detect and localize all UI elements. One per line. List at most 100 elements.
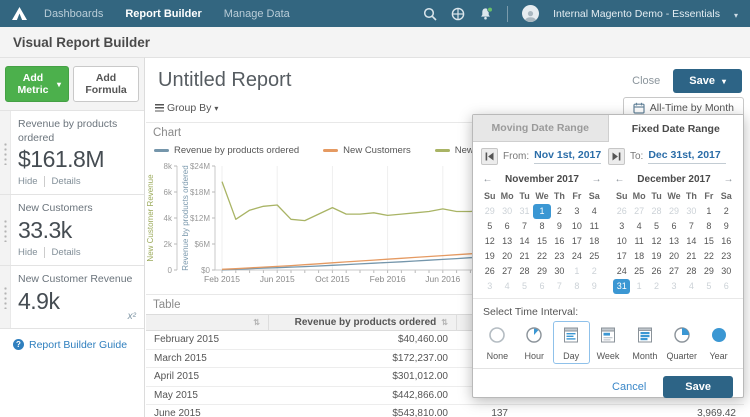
- metric-action-details[interactable]: Details: [43, 246, 81, 258]
- report-builder-guide-link[interactable]: Report Builder Guide: [29, 338, 128, 351]
- calendar-day-muted[interactable]: 27: [634, 206, 645, 216]
- calendar-day[interactable]: 19: [484, 251, 495, 261]
- calendar-day[interactable]: 7: [522, 221, 528, 231]
- calendar-day[interactable]: 10: [571, 221, 582, 231]
- interval-option-none[interactable]: None: [479, 321, 516, 364]
- calendar-day[interactable]: 25: [634, 266, 645, 276]
- calendar-day[interactable]: 3: [619, 221, 625, 231]
- calendar-day-muted[interactable]: 31: [519, 206, 530, 216]
- calendar-day[interactable]: 14: [686, 236, 697, 246]
- calendar-day[interactable]: 22: [536, 251, 547, 261]
- metric-action-details[interactable]: Details: [43, 176, 81, 188]
- calendar-day[interactable]: 8: [539, 221, 545, 231]
- calendar-day[interactable]: 30: [554, 266, 565, 276]
- calendar-day[interactable]: 13: [502, 236, 513, 246]
- calendar-day[interactable]: 14: [519, 236, 530, 246]
- calendar-day-muted[interactable]: 4: [688, 281, 694, 291]
- group-by-control[interactable]: Group By: [155, 102, 218, 114]
- calendar-day[interactable]: 1: [706, 206, 712, 216]
- calendar-day-muted[interactable]: 5: [522, 281, 528, 291]
- next-month-icon[interactable]: [722, 174, 735, 185]
- calendar-day[interactable]: 11: [589, 221, 599, 231]
- metric-action-hide[interactable]: Hide: [18, 246, 38, 258]
- add-formula-button[interactable]: Add Formula: [73, 66, 139, 102]
- sort-icon[interactable]: [248, 317, 260, 328]
- nav-item-dashboards[interactable]: Dashboards: [44, 7, 104, 20]
- calendar-day[interactable]: 17: [616, 251, 627, 261]
- calendar-day[interactable]: 29: [703, 266, 714, 276]
- calendar-day[interactable]: 6: [504, 221, 510, 231]
- date-range-button[interactable]: All-Time by Month: [622, 97, 744, 119]
- nav-item-manage-data[interactable]: Manage Data: [223, 7, 290, 20]
- calendar-day[interactable]: 21: [686, 251, 697, 261]
- interval-option-hour[interactable]: Hour: [516, 321, 553, 364]
- account-menu[interactable]: Internal Magento Demo - Essentials: [553, 7, 720, 20]
- column-header[interactable]: [146, 315, 268, 330]
- save-button[interactable]: Save: [673, 69, 742, 93]
- calendar-day[interactable]: 30: [721, 266, 732, 276]
- calendar-day-selected[interactable]: 1: [533, 204, 551, 219]
- notifications-bell-icon[interactable]: [479, 6, 493, 21]
- calendar-day[interactable]: 2: [556, 206, 562, 216]
- calendar-day[interactable]: 24: [571, 251, 582, 261]
- next-month-icon[interactable]: [590, 174, 603, 185]
- calendar-day[interactable]: 7: [688, 221, 694, 231]
- calendar-day[interactable]: 25: [589, 251, 600, 261]
- calendar-day[interactable]: 10: [616, 236, 627, 246]
- calendar-day-muted[interactable]: 7: [556, 281, 562, 291]
- calendar-day-muted[interactable]: 6: [723, 281, 729, 291]
- calendar-day[interactable]: 21: [519, 251, 530, 261]
- calendar-day-muted[interactable]: 2: [591, 266, 597, 276]
- calendar-day[interactable]: 27: [502, 266, 513, 276]
- calendar-day[interactable]: 20: [502, 251, 513, 261]
- close-button[interactable]: Close: [632, 75, 661, 87]
- calendar-day[interactable]: 20: [668, 251, 679, 261]
- calendar-day-muted[interactable]: 1: [574, 266, 580, 276]
- calendar-day-muted[interactable]: 4: [504, 281, 510, 291]
- calendar-day[interactable]: 12: [651, 236, 662, 246]
- calendar-day[interactable]: 8: [706, 221, 712, 231]
- cancel-button[interactable]: Cancel: [612, 381, 647, 393]
- calendar-day[interactable]: 12: [484, 236, 495, 246]
- calendar-day[interactable]: 15: [536, 236, 547, 246]
- tab-moving-date-range[interactable]: Moving Date Range: [473, 115, 609, 142]
- popup-save-button[interactable]: Save: [663, 376, 733, 398]
- to-date-input[interactable]: Dec 31st, 2017: [648, 149, 726, 164]
- calendar-day[interactable]: 11: [634, 236, 644, 246]
- calendar-day-muted[interactable]: 1: [636, 281, 642, 291]
- calendar-day-muted[interactable]: 30: [686, 206, 697, 216]
- calendar-day-muted[interactable]: 3: [487, 281, 493, 291]
- sort-icon[interactable]: [436, 317, 448, 328]
- calendar-day-muted[interactable]: 3: [671, 281, 677, 291]
- drag-handle-icon[interactable]: [0, 195, 11, 265]
- calendar-day[interactable]: 2: [723, 206, 729, 216]
- calendar-day[interactable]: 9: [556, 221, 562, 231]
- from-date-input[interactable]: Nov 1st, 2017: [534, 149, 602, 164]
- calendar-day-muted[interactable]: 8: [574, 281, 580, 291]
- avatar[interactable]: [522, 5, 540, 22]
- calendar-day[interactable]: 26: [651, 266, 662, 276]
- interval-option-week[interactable]: Week: [590, 321, 627, 364]
- calendar-day[interactable]: 6: [671, 221, 677, 231]
- calendar-day-muted[interactable]: 2: [654, 281, 660, 291]
- legend-item-new-customers[interactable]: New Customers: [323, 145, 411, 156]
- search-icon[interactable]: [423, 7, 437, 21]
- calendar-day[interactable]: 18: [634, 251, 645, 261]
- calendar-day[interactable]: 23: [721, 251, 732, 261]
- calendar-day[interactable]: 17: [571, 236, 582, 246]
- interval-option-day[interactable]: Day: [552, 321, 590, 364]
- interval-option-month[interactable]: Month: [626, 321, 663, 364]
- calendar-day[interactable]: 5: [654, 221, 660, 231]
- calendar-day[interactable]: 4: [591, 206, 597, 216]
- calendar-day[interactable]: 5: [487, 221, 493, 231]
- calendar-day[interactable]: 15: [703, 236, 714, 246]
- calendar-day-muted[interactable]: 5: [706, 281, 712, 291]
- drag-handle-icon[interactable]: [0, 111, 11, 195]
- prev-month-icon[interactable]: [613, 174, 626, 185]
- calendar-day[interactable]: 27: [668, 266, 679, 276]
- calendar-day[interactable]: 13: [668, 236, 679, 246]
- skip-to-start-button[interactable]: [481, 148, 498, 165]
- calendar-day-muted[interactable]: 30: [502, 206, 513, 216]
- nav-item-report-builder[interactable]: Report Builder: [125, 7, 202, 20]
- calendar-day[interactable]: 22: [703, 251, 714, 261]
